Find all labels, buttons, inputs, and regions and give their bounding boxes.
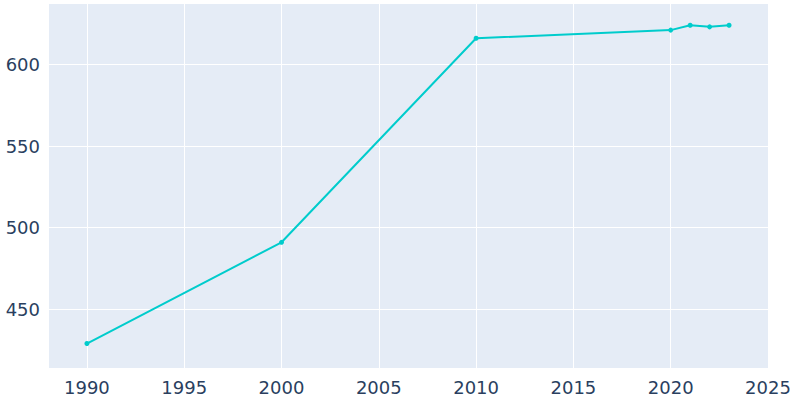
svg-text:550: 550 xyxy=(6,136,40,157)
svg-text:2005: 2005 xyxy=(356,377,402,398)
svg-text:2015: 2015 xyxy=(550,377,596,398)
svg-text:600: 600 xyxy=(6,54,40,75)
svg-text:2000: 2000 xyxy=(259,377,305,398)
svg-text:2020: 2020 xyxy=(648,377,694,398)
svg-text:1995: 1995 xyxy=(161,377,207,398)
svg-text:2010: 2010 xyxy=(453,377,499,398)
svg-text:500: 500 xyxy=(6,217,40,238)
svg-text:1990: 1990 xyxy=(64,377,110,398)
svg-text:450: 450 xyxy=(6,299,40,320)
svg-text:2025: 2025 xyxy=(745,377,791,398)
